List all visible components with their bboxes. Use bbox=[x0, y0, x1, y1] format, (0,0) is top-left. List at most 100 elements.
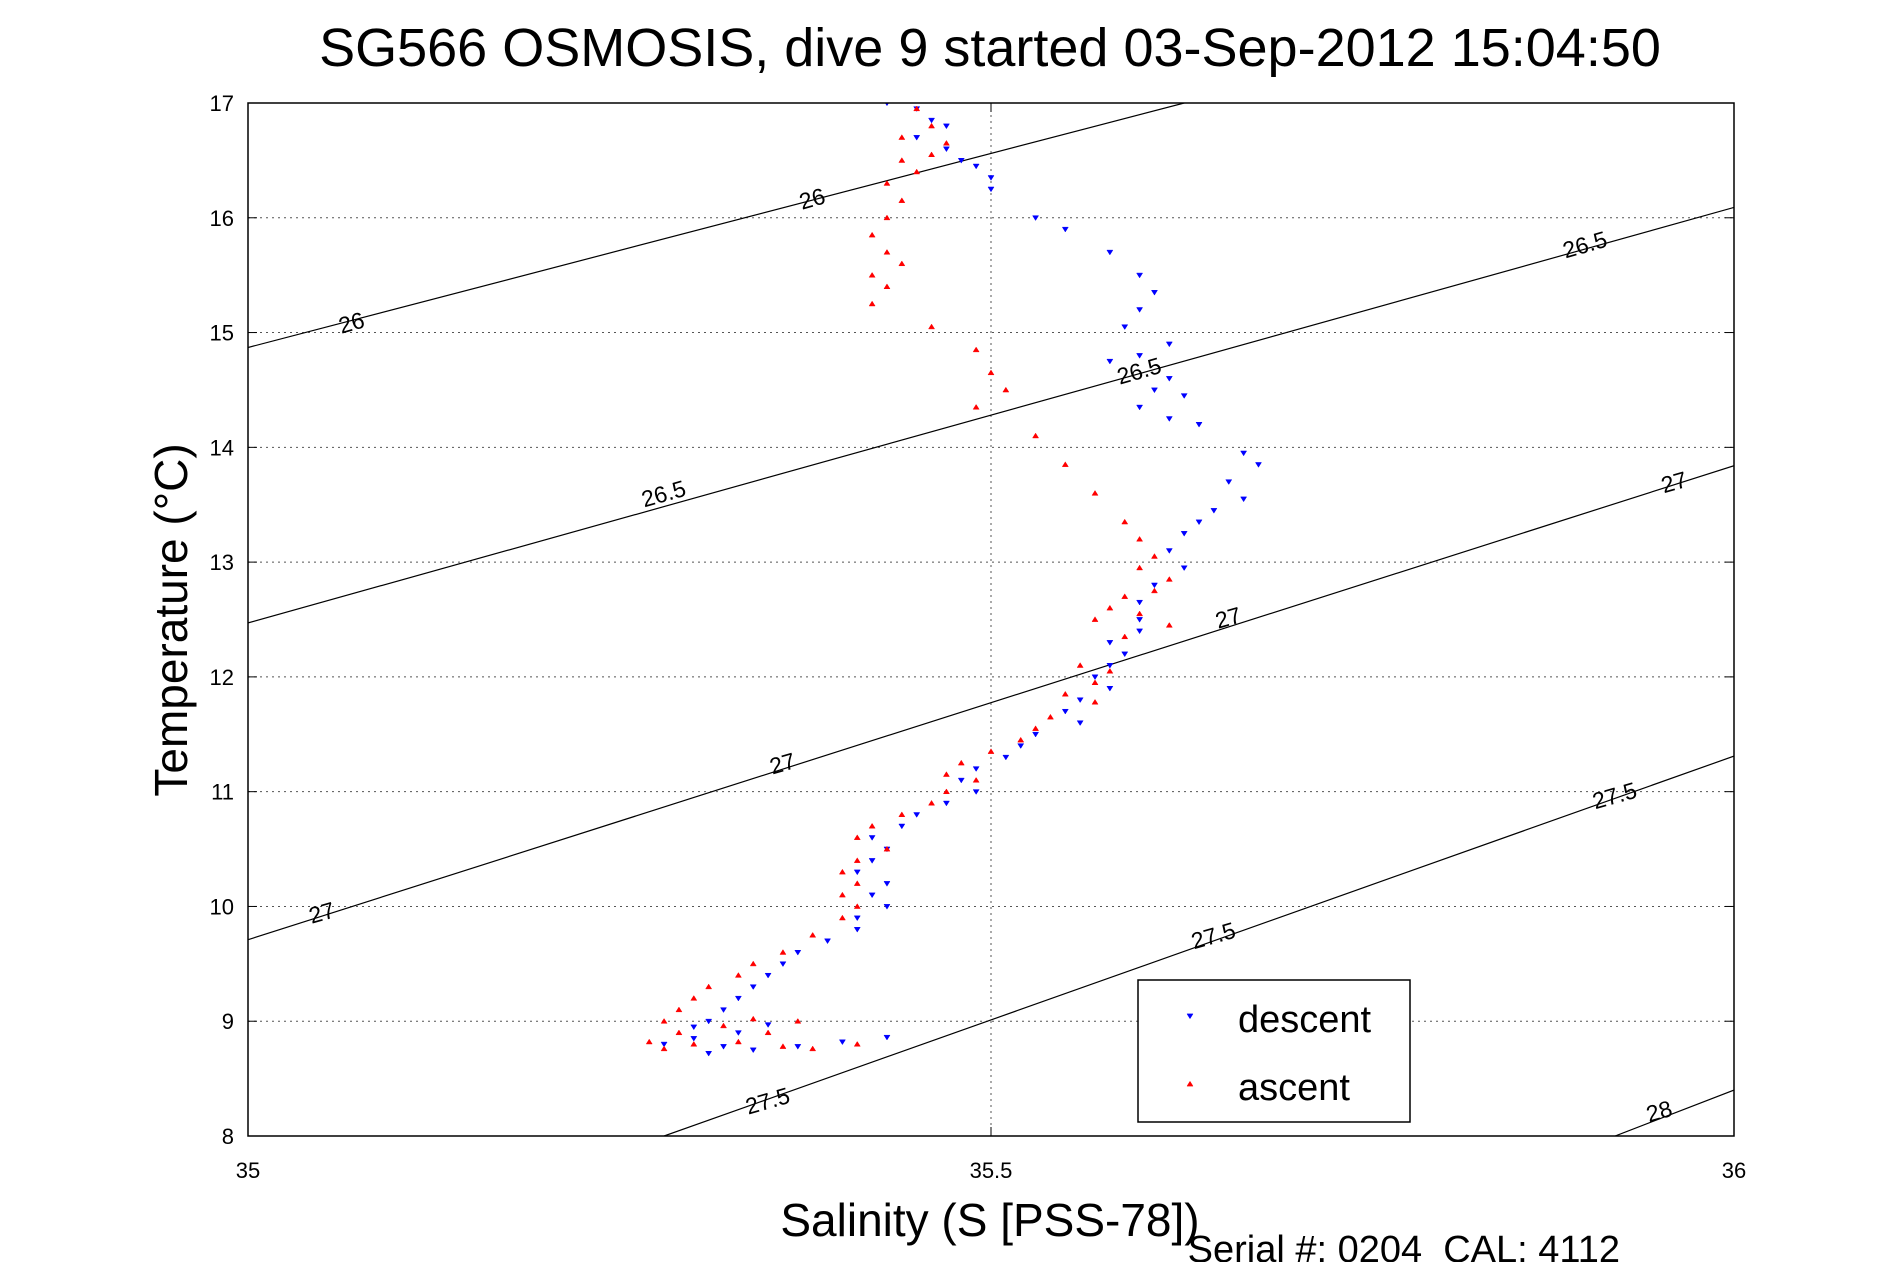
data-point-ascent bbox=[660, 1045, 668, 1052]
data-point-descent bbox=[1106, 640, 1114, 646]
data-point-ascent bbox=[883, 180, 891, 186]
data-point-descent bbox=[1076, 720, 1084, 726]
data-point-ascent bbox=[1032, 725, 1040, 731]
data-point-descent bbox=[720, 1007, 727, 1013]
data-point-descent bbox=[764, 1022, 772, 1028]
data-point-ascent bbox=[779, 1043, 787, 1049]
data-point-descent bbox=[1106, 686, 1114, 692]
data-point-descent bbox=[1017, 743, 1025, 749]
data-point-descent bbox=[883, 1034, 891, 1041]
data-point-descent bbox=[705, 1018, 713, 1025]
data-point-descent bbox=[1076, 697, 1084, 704]
data-point-descent bbox=[1091, 674, 1099, 681]
data-point-descent bbox=[942, 800, 950, 807]
data-point-descent bbox=[705, 1051, 713, 1057]
data-point-descent bbox=[1106, 358, 1114, 365]
y-tick-label: 17 bbox=[210, 91, 234, 116]
data-point-ascent bbox=[913, 168, 921, 175]
data-point-descent bbox=[1180, 565, 1188, 572]
data-point-ascent bbox=[972, 346, 980, 353]
data-point-descent bbox=[1151, 387, 1158, 394]
data-point-ascent bbox=[853, 857, 861, 863]
data-point-descent bbox=[883, 904, 891, 910]
data-point-descent bbox=[957, 777, 965, 784]
data-point-ascent bbox=[1151, 587, 1158, 594]
data-point-ascent bbox=[809, 931, 817, 938]
data-point-descent bbox=[1165, 416, 1173, 422]
data-point-ascent bbox=[1121, 593, 1129, 599]
data-point-ascent bbox=[928, 799, 936, 806]
data-point-ascent bbox=[1106, 604, 1114, 611]
data-point-ascent bbox=[675, 1006, 683, 1013]
data-point-ascent bbox=[898, 134, 906, 140]
data-point-descent bbox=[1180, 393, 1188, 399]
data-point-descent bbox=[1240, 450, 1248, 457]
data-point-descent bbox=[1136, 404, 1144, 411]
y-tick-label: 13 bbox=[210, 550, 234, 575]
data-point-ascent bbox=[942, 788, 950, 795]
data-point-descent bbox=[1002, 754, 1010, 761]
legend-label-ascent: ascent bbox=[1238, 1067, 1350, 1109]
data-point-ascent bbox=[1165, 622, 1173, 628]
data-point-ascent bbox=[1121, 633, 1129, 640]
density-contour-line bbox=[663, 755, 1734, 1136]
data-point-descent bbox=[1180, 531, 1188, 537]
data-point-ascent bbox=[764, 1029, 772, 1036]
data-point-ascent bbox=[853, 1041, 861, 1047]
data-point-descent bbox=[690, 1036, 698, 1042]
data-point-ascent bbox=[868, 300, 876, 307]
y-tick-label: 10 bbox=[210, 894, 234, 919]
data-point-ascent bbox=[1091, 616, 1099, 622]
data-point-descent bbox=[749, 984, 757, 990]
density-contours bbox=[248, 103, 1734, 1136]
data-point-ascent bbox=[928, 323, 936, 330]
chart-title: SG566 OSMOSIS, dive 9 started 03-Sep-201… bbox=[319, 18, 1661, 78]
data-point-descent bbox=[987, 175, 995, 181]
data-point-ascent bbox=[957, 759, 965, 766]
density-contour-line bbox=[248, 465, 1734, 941]
data-point-ascent bbox=[853, 834, 861, 840]
data-point-descent bbox=[987, 186, 995, 193]
data-point-descent bbox=[972, 163, 980, 170]
data-point-ascent bbox=[868, 822, 876, 829]
data-point-descent bbox=[913, 135, 921, 141]
data-point-ascent bbox=[645, 1038, 653, 1045]
data-point-descent bbox=[764, 972, 772, 979]
data-point-ascent bbox=[868, 231, 876, 238]
data-point-descent bbox=[972, 766, 980, 772]
data-point-descent bbox=[1210, 508, 1218, 514]
data-point-ascent bbox=[987, 748, 995, 754]
data-point-descent bbox=[1061, 708, 1069, 715]
data-point-descent bbox=[1136, 599, 1144, 606]
data-point-ascent bbox=[1061, 461, 1069, 467]
data-point-ascent bbox=[928, 122, 936, 129]
grid-lines bbox=[248, 103, 1734, 1136]
data-point-descent bbox=[838, 1039, 846, 1046]
series-ascent bbox=[645, 105, 1173, 1052]
legend-marker-ascent bbox=[1186, 1080, 1194, 1087]
data-point-descent bbox=[1061, 226, 1069, 233]
y-tick-label: 11 bbox=[211, 780, 234, 805]
data-series bbox=[645, 103, 1262, 1057]
data-point-ascent bbox=[883, 845, 891, 852]
data-point-ascent bbox=[749, 1015, 757, 1022]
data-point-descent bbox=[1225, 479, 1233, 485]
data-point-ascent bbox=[972, 777, 980, 783]
legend-box bbox=[1137, 979, 1411, 1123]
data-point-ascent bbox=[1165, 576, 1173, 582]
density-contour-line bbox=[248, 206, 1734, 624]
data-point-ascent bbox=[734, 1038, 742, 1045]
data-point-descent bbox=[720, 1044, 727, 1050]
data-point-descent bbox=[883, 881, 891, 887]
data-point-ascent bbox=[898, 197, 906, 203]
data-point-ascent bbox=[898, 157, 906, 163]
data-point-descent bbox=[868, 835, 876, 841]
series-descent bbox=[660, 103, 1262, 1057]
data-point-ascent bbox=[720, 1022, 727, 1029]
y-tick-label: 8 bbox=[222, 1124, 234, 1149]
data-point-descent bbox=[1195, 519, 1203, 526]
data-point-ascent bbox=[1032, 432, 1040, 439]
data-point-descent bbox=[1106, 663, 1114, 669]
data-point-ascent bbox=[883, 214, 891, 221]
data-point-descent bbox=[1165, 341, 1173, 348]
